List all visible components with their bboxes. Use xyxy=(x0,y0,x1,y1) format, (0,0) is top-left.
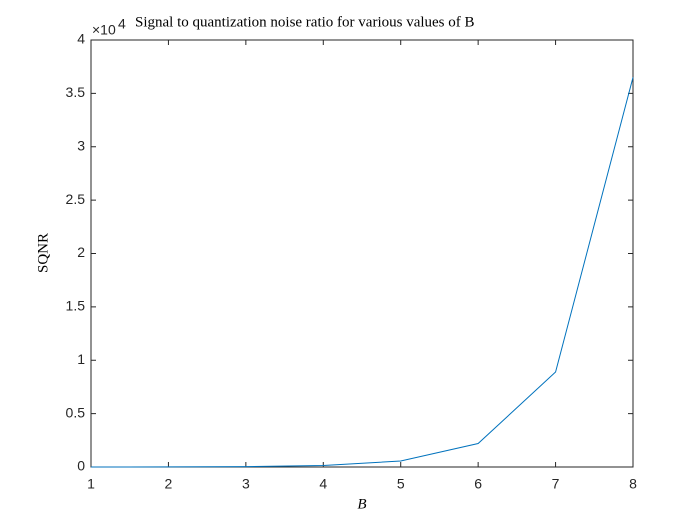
y-scale-base: ×10 xyxy=(92,22,116,38)
axes-box xyxy=(90,39,634,468)
x-tick-label: 6 xyxy=(474,476,482,492)
y-tick-label: 1 xyxy=(77,351,85,367)
y-tick-label: 2 xyxy=(77,244,85,260)
chart-title: Signal to quantization noise ratio for v… xyxy=(135,14,475,30)
line-series xyxy=(90,77,634,468)
x-tick-label: 8 xyxy=(629,476,637,492)
x-tick-label: 2 xyxy=(165,476,173,492)
y-axis-label: SQNR xyxy=(35,233,51,273)
y-tick-label: 4 xyxy=(77,31,85,47)
x-tick-label: 3 xyxy=(242,476,250,492)
y-tick-label: 3 xyxy=(77,137,85,153)
x-tick-label: 1 xyxy=(87,476,95,492)
y-scale-exponent: 4 xyxy=(118,16,126,32)
x-tick-label: 5 xyxy=(397,476,405,492)
y-tick-label: 1.5 xyxy=(66,298,86,314)
y-tick-label: 3.5 xyxy=(66,84,86,100)
x-tick-label: 4 xyxy=(319,476,327,492)
y-tick-label: 0.5 xyxy=(66,404,86,420)
y-tick-label: 0 xyxy=(77,458,85,474)
y-tick-label: 2.5 xyxy=(66,191,86,207)
x-tick-label: 7 xyxy=(552,476,560,492)
x-axis-label: B xyxy=(357,496,366,512)
